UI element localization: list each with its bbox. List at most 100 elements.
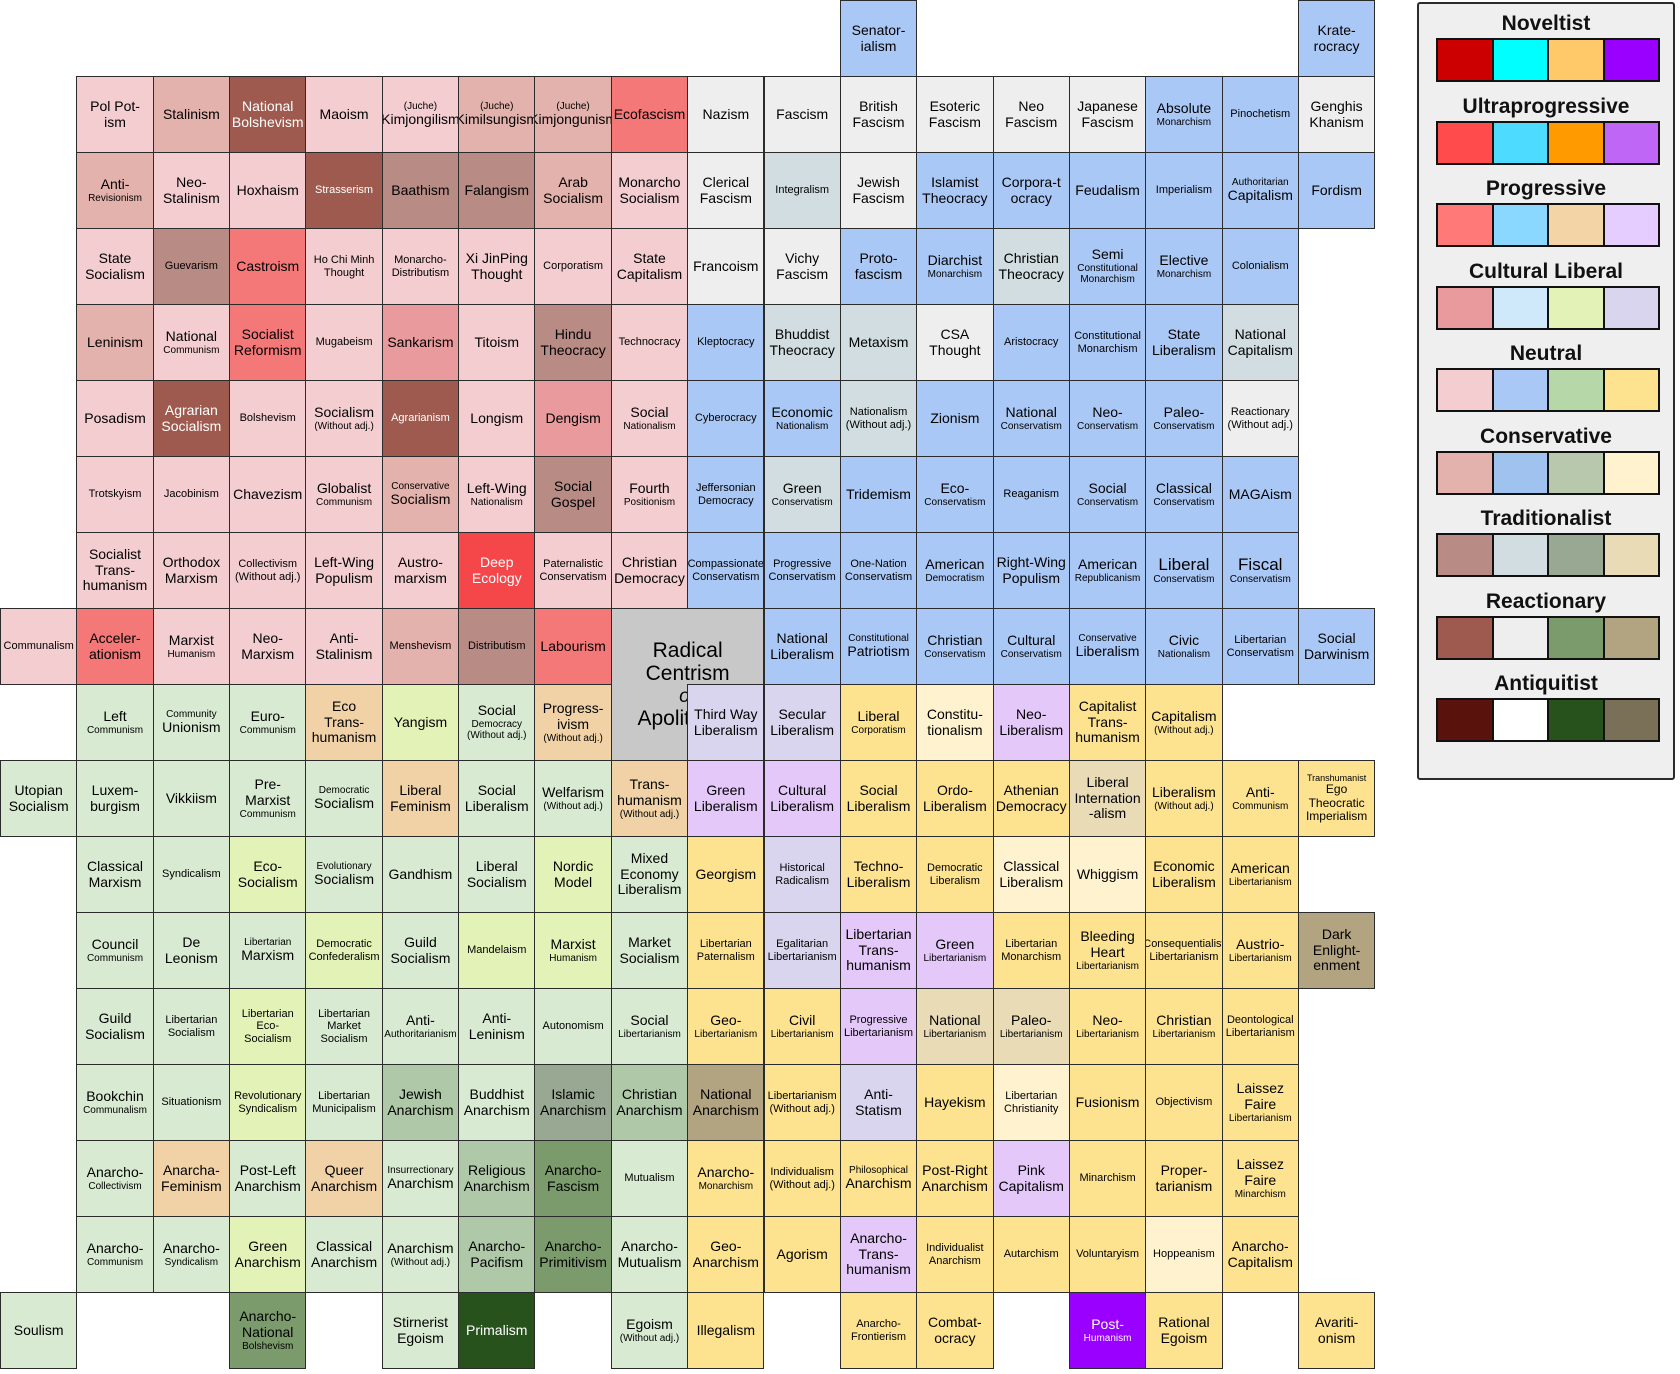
ideology-qualifier-line: Communalism (83, 1104, 147, 1116)
ideology-name-line: Kimilsungism (458, 111, 536, 128)
ideology-label: Anarcho- Communism (87, 1240, 144, 1268)
ideology-cell-libertarian-market-socialism: Libertarian Market Socialism (305, 988, 383, 1065)
ideology-label: Paleo- Libertarianism (1000, 1012, 1063, 1040)
ideology-label: Capitalism (Without adj.) (1151, 708, 1216, 736)
ideology-cell-maoism: Maoism (305, 76, 383, 153)
ideology-label: Anti- Stalinism (315, 630, 373, 662)
ideology-cell-mixed-economy-liberalism: Mixed Economy Liberalism (610, 836, 689, 913)
ideology-name-line: Social (554, 477, 593, 494)
ideology-name-line: Faire (1244, 1171, 1277, 1188)
ideology-cell-hoppeanism: Hoppeanism (1145, 1216, 1223, 1293)
ideology-cell-post-left-anarchism: Post-Left Anarchism (229, 1140, 307, 1217)
ideology-label: Post-Left Anarchism (235, 1162, 301, 1194)
ideology-cell-pink-capitalism: Pink Capitalism (992, 1140, 1070, 1217)
ideology-name-line: Stalinism (315, 645, 373, 662)
ideology-qualifier-line: (Without adj.) (543, 732, 603, 744)
ideology-name-line: Vichy (785, 249, 820, 266)
ideology-label: Eco- Conservatism (924, 480, 985, 508)
legend-swatch (1438, 535, 1494, 575)
legend-swatch-row-ultraprogressive (1436, 120, 1660, 165)
ideology-qualifier-line: Eco- (256, 1020, 280, 1033)
ideology-cell-rational-egoism: Rational Egoism (1145, 1292, 1223, 1369)
ideology-cell-civil-libertarianism: Civil Libertarianism (763, 988, 841, 1065)
ideology-cell-capitalism-authoritarian: Authoritarian Capitalism (1221, 152, 1299, 229)
legend-swatch (1549, 122, 1605, 163)
ideology-label: Social Conservatism (1076, 480, 1139, 508)
ideology-label: Autarchism (1004, 1248, 1059, 1260)
ideology-qualifier-line: Jeffersonian (695, 482, 756, 495)
ideology-qualifier-line: Libertarianism (923, 1028, 987, 1040)
legend-swatch (1493, 205, 1549, 245)
ideology-qualifier-line: (Juche) (556, 101, 590, 113)
ideology-cell-bolshevism: Bolshevism (229, 380, 307, 457)
ideology-cell-classical-anarchism: Classical Anarchism (305, 1216, 383, 1293)
ideology-label: State Capitalism (617, 250, 682, 282)
ideology-name-line: Anarchism (921, 1177, 988, 1194)
ideology-qualifier-line: Libertarianism (1228, 876, 1292, 888)
ideology-name-line: Socialism (85, 265, 145, 282)
ideology-name-line: Left-Wing (314, 553, 375, 570)
ideology-name-line: Leninism (87, 333, 144, 350)
ideology-name-line: Liberalism (1152, 784, 1216, 801)
ideology-label: Hindu Theocracy (540, 326, 605, 358)
ideology-qualifier-line: Conservatism (1076, 496, 1139, 508)
ideology-qualifier-line: Libertarian (1234, 634, 1287, 647)
ideology-name-line: National (165, 328, 218, 345)
ideology-cell-trans-humanism-without-adj: Trans-humanism (Without adj.) (610, 760, 689, 837)
ideology-cell-genghis-khanism: Genghis Khanism (1297, 76, 1376, 153)
ideology-name-line: National (776, 629, 828, 646)
legend-swatch-row-antiquitist (1436, 698, 1660, 742)
ideology-cell-green-anarchism: Green Anarchism (229, 1216, 307, 1293)
ideology-name-line: Acceler- (89, 629, 141, 646)
ideology-label: Pink Capitalism (999, 1162, 1064, 1194)
ideology-label: Dengism (545, 410, 600, 427)
ideology-cell-labourism: Labourism (534, 608, 612, 685)
ideology-cell-laissez-faire-libertarianism: Laissez Faire Libertarianism (1221, 1064, 1299, 1141)
ideology-cell-acceler-ationism: Acceler-ationism (76, 608, 154, 685)
ideology-label: Castroism (236, 258, 299, 275)
ideology-qualifier-line: Communalism (3, 640, 74, 653)
ideology-name-line: Egoism (626, 1316, 673, 1333)
ideology-name-line: Council (91, 936, 139, 953)
ideology-name-line: humanism (846, 1261, 911, 1278)
ideology-cell-ego-theocratic-imperialism-transhumanist: Transhumanist Ego Theocratic Imperialism (1297, 760, 1376, 837)
ideology-label: Trans-humanism (Without adj.) (617, 777, 682, 820)
ideology-cell-vichy-fascism: Vichy Fascism (763, 228, 841, 305)
ideology-label: Pinochetism (1230, 108, 1290, 120)
ideology-name-line: Radical (652, 638, 723, 662)
ideology-name-line: humanism (1075, 729, 1140, 746)
ideology-label: Progressive Conservatism (769, 558, 836, 583)
ideology-label: Aristocracy (1004, 336, 1058, 348)
ideology-qualifier-line: Syndicalism (164, 1256, 219, 1268)
ideology-qualifier-line: Libertarianism (1076, 960, 1139, 972)
ideology-name-line: Buddhist (469, 1085, 524, 1102)
ideology-name-line: Austro- (397, 553, 443, 570)
ideology-cell-fordism: Fordism (1297, 152, 1376, 229)
ideology-name-line: Theocracy (922, 189, 988, 206)
ideology-qualifier-line: Corporatism (543, 260, 604, 273)
ideology-cell-social-gospel: Social Gospel (534, 456, 612, 533)
ideology-name-line: Trans- (95, 561, 135, 578)
legend-swatch (1438, 370, 1494, 410)
ideology-qualifier-line: Monarcho- (394, 254, 447, 267)
ideology-label: Social Democracy (Without adj.) (467, 703, 526, 742)
ideology-cell-monarcho-distributism: Monarcho- Distributism (381, 228, 460, 305)
ideology-qualifier-line: Minarchism (1079, 1172, 1136, 1185)
ideology-cell-national-capitalism: National Capitalism (1221, 304, 1299, 381)
ideology-qualifier-line: Humanism (549, 952, 597, 964)
ideology-cell-post-right-anarchism: Post-Right Anarchism (916, 1140, 994, 1217)
ideology-label: Arab Socialism (543, 174, 603, 206)
ideology-cell-syndicalism: Syndicalism (152, 836, 231, 913)
ideology-qualifier-line: Communism (239, 808, 296, 820)
ideology-cell-vikkiism: Vikkiism (152, 760, 231, 837)
ideology-label: Constitu-tionalism (927, 706, 983, 738)
ideology-qualifier-line: Christianity (1004, 1102, 1059, 1115)
ideology-name-line: Liberalism (846, 873, 911, 890)
ideology-name-line: Post- (1091, 1316, 1124, 1333)
ideology-label: Anti- Statism (855, 1086, 902, 1118)
ideology-label: Buddhist Anarchism (464, 1085, 530, 1118)
ideology-cell-libertarian-conservatism: Libertarian Conservatism (1221, 608, 1299, 685)
ideology-label: Liberalism (Without adj.) (1152, 784, 1216, 812)
ideology-label: Paleo- Conservatism (1153, 404, 1214, 432)
ideology-name-line: National (242, 97, 294, 114)
